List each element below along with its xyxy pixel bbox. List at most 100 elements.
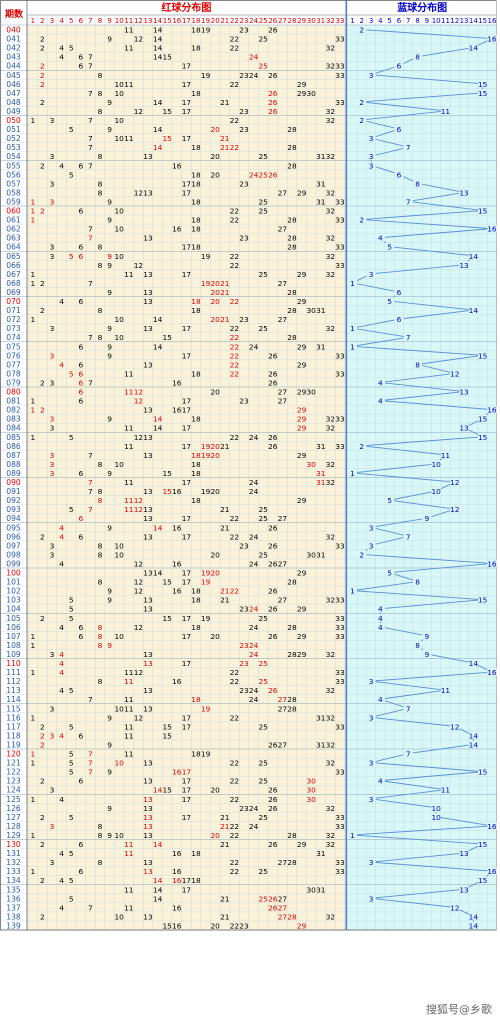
period-label: 101 <box>6 578 21 587</box>
red-ball-number: 3 <box>50 550 55 559</box>
red-ball-number: 27 <box>278 514 288 523</box>
red-ball-number: 29 <box>297 80 307 89</box>
blue-ball-cell <box>366 541 376 550</box>
period-label: 132 <box>6 858 21 867</box>
blue-column-header: 6 <box>397 17 402 25</box>
red-ball-number: 7 <box>88 768 93 777</box>
blue-ball-number: 6 <box>397 170 402 179</box>
red-ball-number: 27 <box>278 559 288 568</box>
red-ball-number: 22 <box>230 795 239 804</box>
red-ball-number: 33 <box>335 541 345 550</box>
red-ball-number: 20 <box>210 170 220 179</box>
red-ball-number: 26 <box>268 686 278 695</box>
red-ball-number: 26 <box>268 903 278 912</box>
red-ball-number: 29 <box>297 496 307 505</box>
red-ball-number: 26 <box>268 351 278 360</box>
blue-ball-number: 3 <box>369 759 374 768</box>
blue-column-header: 8 <box>415 17 419 25</box>
period-label: 072 <box>6 315 21 324</box>
blue-ball-cell <box>347 279 358 287</box>
red-ball-number: 20 <box>210 831 220 840</box>
red-ball-number: 26 <box>268 740 278 749</box>
period-label: 081 <box>6 397 21 406</box>
period-label: 134 <box>6 876 21 885</box>
red-ball-number: 33 <box>335 351 345 360</box>
red-ball-number: 18 <box>191 451 201 460</box>
red-ball-number: 7 <box>88 903 93 912</box>
blue-ball-number: 14 <box>469 740 479 749</box>
red-ball-number: 3 <box>50 351 55 360</box>
blue-ball-number: 3 <box>369 161 374 170</box>
red-ball-number: 21 <box>220 822 230 831</box>
blue-ball-cell <box>375 695 385 703</box>
period-label: 128 <box>6 822 21 831</box>
blue-ball-cell <box>422 632 432 640</box>
red-ball-number: 8 <box>98 107 103 116</box>
red-ball-number: 32 <box>326 188 335 197</box>
red-ball-number: 27 <box>278 188 288 197</box>
red-ball-number: 31 <box>316 849 326 858</box>
red-ball-number: 15 <box>162 53 172 62</box>
period-label: 060 <box>6 207 21 216</box>
blue-ball-number: 15 <box>478 768 488 777</box>
red-column-header: 18 <box>192 17 201 25</box>
blue-ball-cell <box>403 704 413 712</box>
blue-ball-number: 8 <box>415 578 420 587</box>
red-ball-number: 33 <box>335 369 345 378</box>
blue-ball-cell <box>487 867 497 875</box>
blue-ball-number: 4 <box>378 614 383 623</box>
red-ball-number: 6 <box>78 731 83 740</box>
red-ball-number: 3 <box>50 116 55 125</box>
red-ball-number: 17 <box>182 270 192 279</box>
blue-ball-cell <box>468 921 478 930</box>
red-ball-number: 20 <box>210 786 220 795</box>
red-ball-number: 3 <box>50 460 55 469</box>
period-label: 112 <box>6 677 21 686</box>
red-ball-number: 13 <box>143 804 153 813</box>
blue-ball-number: 4 <box>378 623 383 632</box>
red-ball-number: 6 <box>78 252 83 261</box>
red-ball-number: 15 <box>162 333 172 342</box>
blue-ball-number: 15 <box>478 840 488 849</box>
red-ball-number: 8 <box>98 632 103 641</box>
red-ball-number: 12 <box>134 559 143 568</box>
red-ball-number: 22 <box>230 514 239 523</box>
red-ball-number: 2 <box>40 161 45 170</box>
red-ball-number: 19 <box>201 442 211 451</box>
red-ball-number: 3 <box>50 822 55 831</box>
red-ball-number: 17 <box>182 722 192 731</box>
red-ball-number: 23 <box>239 26 249 35</box>
red-ball-number: 31 <box>316 179 326 188</box>
red-ball-number: 24 <box>249 71 259 80</box>
period-label: 046 <box>6 80 21 89</box>
red-ball-number: 1 <box>30 216 35 225</box>
red-ball-number: 16 <box>172 921 182 930</box>
red-ball-number: 3 <box>50 731 55 740</box>
red-ball-number: 26 <box>268 786 278 795</box>
period-label: 076 <box>6 351 21 360</box>
period-label: 044 <box>6 62 21 71</box>
blue-ball-number: 6 <box>397 315 402 324</box>
blue-ball-number: 14 <box>469 921 479 930</box>
blue-ball-cell <box>347 831 358 839</box>
period-label: 051 <box>6 125 21 134</box>
red-ball-number: 10 <box>114 315 124 324</box>
red-ball-number: 23 <box>239 641 249 650</box>
red-ball-number: 32 <box>326 252 335 261</box>
blue-ball-number: 3 <box>369 894 374 903</box>
red-ball-number: 30 <box>306 885 316 894</box>
blue-ball-cell <box>357 442 367 450</box>
red-ball-number: 25 <box>258 35 268 44</box>
blue-ball-cell <box>347 324 358 332</box>
red-ball-number: 5 <box>69 614 74 623</box>
red-ball-number: 8 <box>98 71 103 80</box>
red-ball-number: 13 <box>143 813 153 822</box>
blue-ball-number: 10 <box>431 487 441 496</box>
red-ball-number: 18 <box>191 369 201 378</box>
red-ball-number: 30 <box>306 306 316 315</box>
red-ball-number: 15 <box>162 469 172 478</box>
red-ball-number: 11 <box>124 722 134 731</box>
red-ball-number: 2 <box>40 813 45 822</box>
blue-ball-number: 1 <box>350 831 355 840</box>
red-ball-number: 11 <box>124 442 134 451</box>
